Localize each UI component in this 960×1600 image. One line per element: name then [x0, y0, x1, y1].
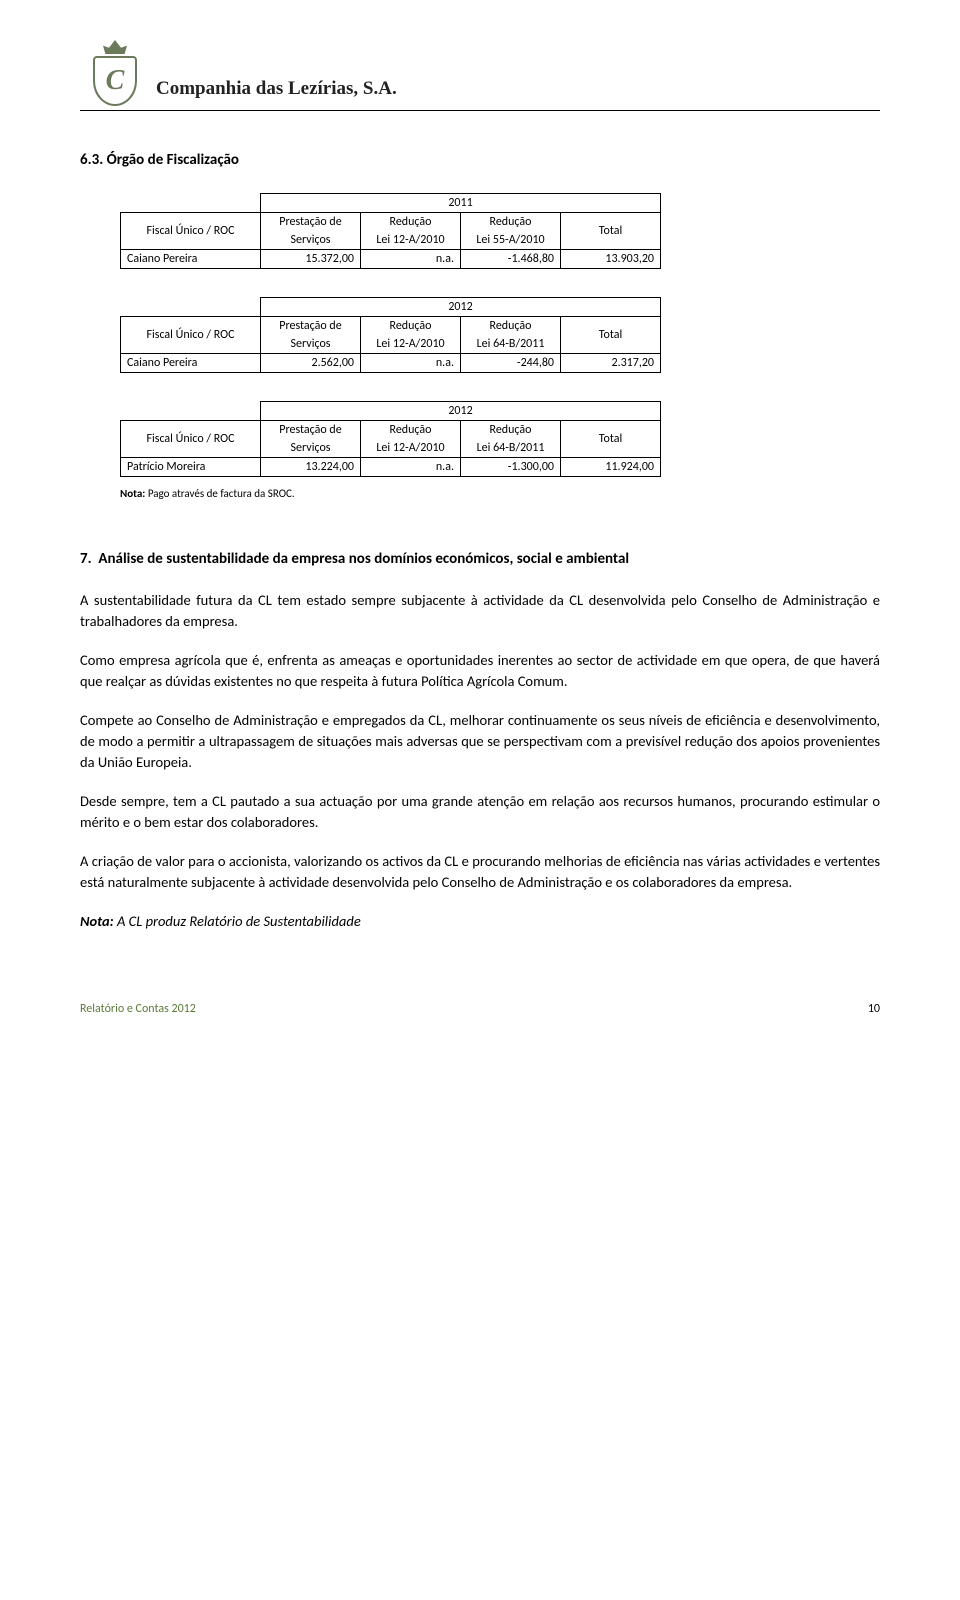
- table3-col4: Total: [561, 421, 661, 458]
- section-7: 7. Análise de sustentabilidade da empres…: [80, 550, 880, 932]
- company-name: Companhia das Lezírias, S.A.: [156, 78, 397, 106]
- paragraph-5: A criação de valor para o accionista, va…: [80, 851, 880, 893]
- table2-c4: 2.317,20: [561, 354, 661, 373]
- header-divider: [80, 110, 880, 111]
- note-label: Nota:: [120, 487, 145, 500]
- paragraph-4: Desde sempre, tem a CL pautado a sua act…: [80, 791, 880, 833]
- table1-c2: n.a.: [361, 250, 461, 269]
- table-2011: 2011 Fiscal Único / ROC Prestação de Red…: [80, 193, 880, 269]
- table1-col2a: Redução: [361, 213, 461, 232]
- table2-corner: Fiscal Único / ROC: [121, 317, 261, 354]
- section-63-title: Órgão de Fiscalização: [107, 151, 239, 169]
- table3-c4: 11.924,00: [561, 458, 661, 477]
- table2-col4: Total: [561, 317, 661, 354]
- section-63-number: 6.3.: [80, 151, 103, 169]
- footer-doc-title: Relatório e Contas 2012: [80, 1002, 196, 1016]
- para-note-bold: Nota:: [80, 912, 114, 930]
- table2-col2a: Redução: [361, 317, 461, 336]
- paragraph-note: Nota: A CL produz Relatório de Sustentab…: [80, 911, 880, 932]
- paragraph-2: Como empresa agrícola que é, enfrenta as…: [80, 650, 880, 692]
- table1-c1: 15.372,00: [261, 250, 361, 269]
- table-2012-caiano: 2012 Fiscal Único / ROC Prestação de Red…: [80, 297, 880, 373]
- fiscal-table-2: 2012 Fiscal Único / ROC Prestação de Red…: [120, 297, 661, 373]
- table1-col1b: Serviços: [261, 231, 361, 250]
- section-7-title: Análise de sustentabilidade da empresa n…: [98, 550, 629, 568]
- table2-col3b: Lei 64-B/2011: [461, 335, 561, 354]
- table3-year: 2012: [261, 402, 661, 421]
- table3-col3a: Redução: [461, 421, 561, 440]
- table2-col2b: Lei 12-A/2010: [361, 335, 461, 354]
- section-63-heading: 6.3. Órgão de Fiscalização: [80, 151, 880, 169]
- table1-year: 2011: [261, 194, 661, 213]
- shield-icon: C: [93, 56, 137, 106]
- table2-c2: n.a.: [361, 354, 461, 373]
- fiscal-table-3: 2012 Fiscal Único / ROC Prestação de Red…: [120, 401, 661, 477]
- table2-col1b: Serviços: [261, 335, 361, 354]
- table3-c2: n.a.: [361, 458, 461, 477]
- table1-row-label: Caiano Pereira: [121, 250, 261, 269]
- para-note-rest: A CL produz Relatório de Sustentabilidad…: [114, 912, 361, 930]
- table3-corner: Fiscal Único / ROC: [121, 421, 261, 458]
- table1-col2b: Lei 12-A/2010: [361, 231, 461, 250]
- footer-page-number: 10: [868, 1002, 880, 1016]
- section-7-number: 7.: [80, 550, 92, 568]
- table1-c3: -1.468,80: [461, 250, 561, 269]
- crown-icon: [103, 40, 127, 54]
- table2-row-label: Caiano Pereira: [121, 354, 261, 373]
- paragraph-3: Compete ao Conselho de Administração e e…: [80, 710, 880, 773]
- table-2012-patricio: 2012 Fiscal Único / ROC Prestação de Red…: [80, 401, 880, 477]
- table3-col2b: Lei 12-A/2010: [361, 439, 461, 458]
- table2-c3: -244,80: [461, 354, 561, 373]
- table3-col2a: Redução: [361, 421, 461, 440]
- logo-letter: C: [106, 65, 125, 97]
- table3-col1a: Prestação de: [261, 421, 361, 440]
- table3-col1b: Serviços: [261, 439, 361, 458]
- company-logo: C: [80, 40, 150, 106]
- table1-col3b: Lei 55-A/2010: [461, 231, 561, 250]
- table1-corner: Fiscal Único / ROC: [121, 213, 261, 250]
- section-7-heading: 7. Análise de sustentabilidade da empres…: [104, 550, 880, 568]
- table2-year: 2012: [261, 298, 661, 317]
- table3-row-label: Patrício Moreira: [121, 458, 261, 477]
- table-footnote: Nota: Pago através de factura da SROC.: [120, 487, 880, 500]
- table2-c1: 2.562,00: [261, 354, 361, 373]
- table2-col3a: Redução: [461, 317, 561, 336]
- table1-c4: 13.903,20: [561, 250, 661, 269]
- note-text: Pago através de factura da SROC.: [145, 487, 294, 500]
- table3-col3b: Lei 64-B/2011: [461, 439, 561, 458]
- table1-col3a: Redução: [461, 213, 561, 232]
- table3-c3: -1.300,00: [461, 458, 561, 477]
- table1-col1a: Prestação de: [261, 213, 361, 232]
- table1-col4: Total: [561, 213, 661, 250]
- fiscal-table-1: 2011 Fiscal Único / ROC Prestação de Red…: [120, 193, 661, 269]
- table2-col1a: Prestação de: [261, 317, 361, 336]
- page-footer: Relatório e Contas 2012 10: [80, 1002, 880, 1016]
- table3-c1: 13.224,00: [261, 458, 361, 477]
- page-header: C Companhia das Lezírias, S.A.: [80, 40, 880, 106]
- paragraph-1: A sustentabilidade futura da CL tem esta…: [80, 590, 880, 632]
